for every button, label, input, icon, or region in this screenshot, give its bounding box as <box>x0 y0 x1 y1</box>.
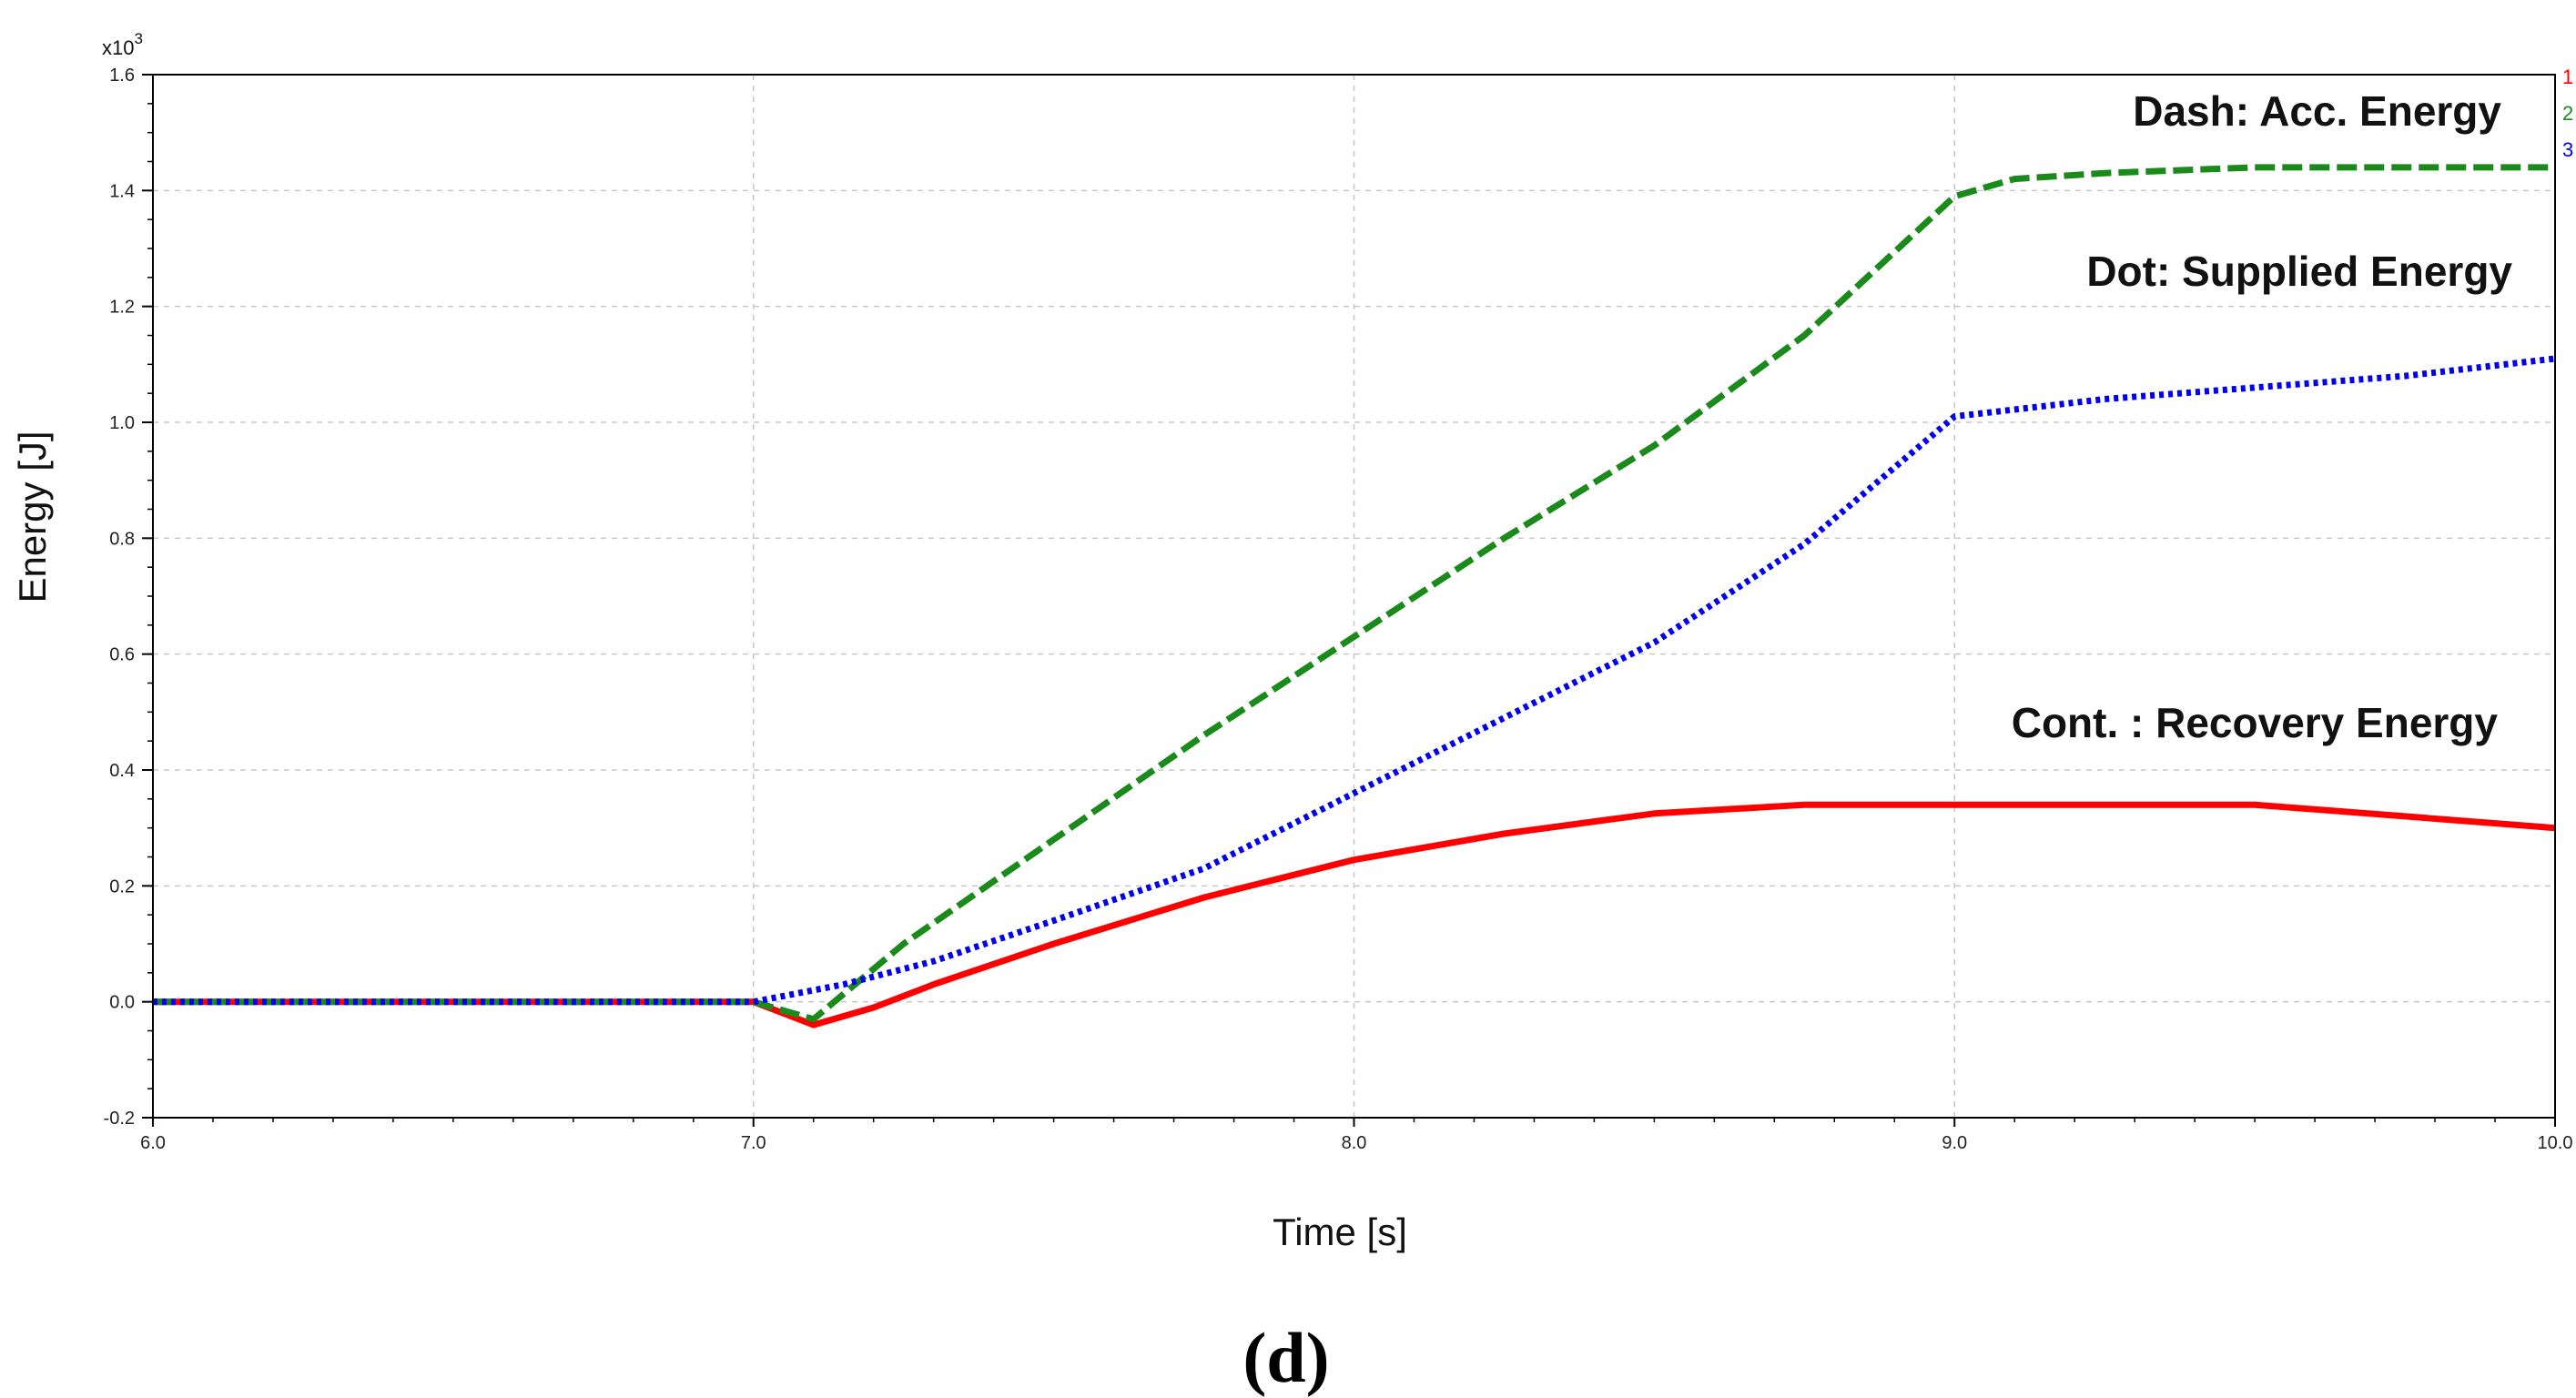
legend-number-2: 2 <box>2562 102 2573 125</box>
series-2-line <box>153 164 2555 1023</box>
annotation-supplied-energy: Dot: Supplied Energy <box>2086 248 2512 295</box>
x-tick-label: 8.0 <box>1342 1133 1367 1153</box>
y-tick-label: -0.2 <box>104 1109 135 1129</box>
series-1-line <box>153 801 2556 1028</box>
legend-number-1: 1 <box>2562 66 2573 88</box>
y-tick-label: 0.8 <box>109 529 135 549</box>
y-tick-labels: -0.2 0.0 0.2 0.4 0.6 0.8 1.0 1.2 1.4 1.6 <box>104 66 135 1129</box>
series-3-line <box>153 355 2556 1006</box>
y-tick-label: 1.4 <box>109 181 135 201</box>
y-tick-label: 1.2 <box>109 298 135 318</box>
figure-caption: (d) <box>1242 1318 1329 1397</box>
x-tick-labels: 6.0 7.0 8.0 9.0 10.0 <box>140 1133 2572 1153</box>
annotation-acc-energy: Dash: Acc. Energy <box>2133 87 2501 135</box>
annotation-recovery-energy: Cont. : Recovery Energy <box>2012 699 2499 746</box>
x-tick-label: 9.0 <box>1942 1133 1967 1153</box>
x-axis-label: Time [s] <box>1273 1211 1407 1253</box>
y-tick-label: 1.0 <box>109 413 135 433</box>
y-tick-label: 0.0 <box>109 993 135 1013</box>
legend-number-3: 3 <box>2562 138 2573 161</box>
plot-frame <box>152 74 2556 1119</box>
x-tick-label: 10.0 <box>2538 1133 2573 1153</box>
y-axis-label: Energy [J] <box>11 431 54 603</box>
y-tick-label: 1.6 <box>109 66 135 86</box>
x-tick-label: 7.0 <box>741 1133 766 1153</box>
gridlines <box>153 75 2555 1118</box>
y-tick-label: 0.4 <box>109 761 135 781</box>
y-tick-label: 0.2 <box>109 876 135 897</box>
y-tick-label: 0.6 <box>109 645 135 665</box>
series-lines <box>153 164 2556 1028</box>
y-multiplier: x103 <box>102 30 143 59</box>
x-tick-label: 6.0 <box>140 1133 166 1153</box>
